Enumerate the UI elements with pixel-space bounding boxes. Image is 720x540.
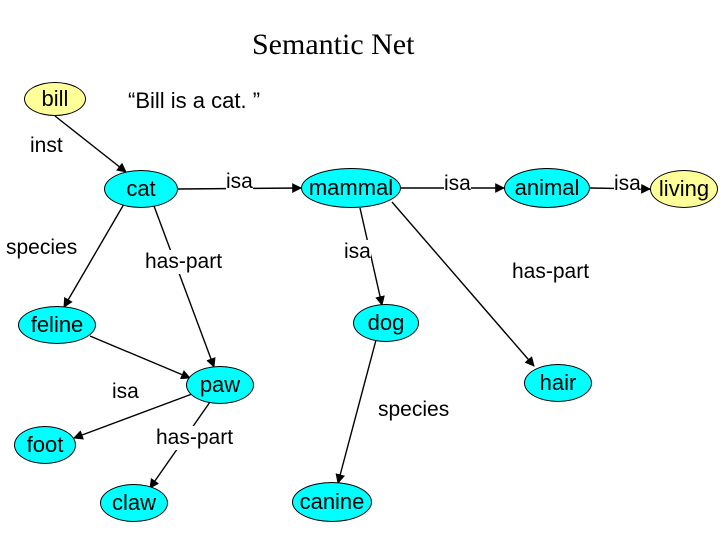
node-claw: claw xyxy=(100,484,168,522)
node-hair: hair xyxy=(524,364,592,402)
node-paw: paw xyxy=(186,366,254,404)
edge-label-isa-5: isa xyxy=(112,380,139,404)
diagram-title: Semantic Net xyxy=(252,28,414,62)
edge-label-isa-1: isa xyxy=(226,170,253,194)
edge-label-isa-4: isa xyxy=(344,240,371,264)
diagram-caption: “Bill is a cat. ” xyxy=(128,88,260,114)
edge-label-isa-2: isa xyxy=(444,172,471,196)
edge-label-inst: inst xyxy=(30,134,63,158)
edge-label-has-part-2: has-part xyxy=(512,260,589,284)
node-living: living xyxy=(650,170,718,208)
node-animal: animal xyxy=(504,168,590,208)
edges-layer xyxy=(0,0,720,540)
node-dog: dog xyxy=(353,304,419,342)
node-foot: foot xyxy=(14,426,76,464)
edge-feline-paw xyxy=(90,336,190,378)
edge-label-species-1: species xyxy=(6,236,77,260)
edge-label-has-part-1: has-part xyxy=(145,250,222,274)
node-canine: canine xyxy=(292,482,372,522)
node-cat: cat xyxy=(104,170,178,208)
node-feline: feline xyxy=(18,306,96,344)
edge-label-species-2: species xyxy=(378,398,449,422)
edge-label-has-part-3: has-part xyxy=(156,426,233,450)
edge-bill-cat xyxy=(55,116,126,172)
node-mammal: mammal xyxy=(301,168,401,208)
edge-cat-paw xyxy=(154,206,214,367)
edge-mammal-hair xyxy=(392,202,534,366)
edge-label-isa-3: isa xyxy=(614,172,641,196)
node-bill: bill xyxy=(24,82,86,116)
edge-dog-canine xyxy=(338,340,376,483)
